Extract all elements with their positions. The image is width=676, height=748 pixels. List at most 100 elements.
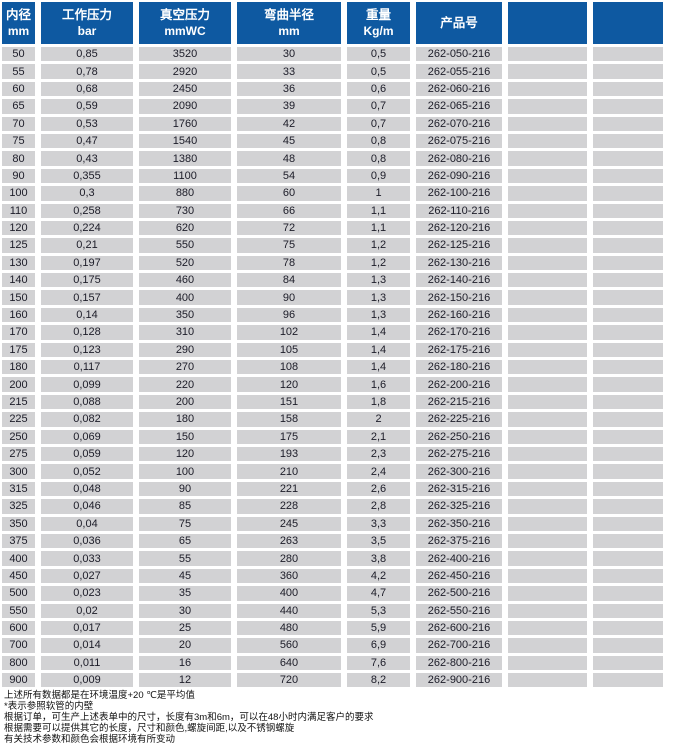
- header-weight: 重量 Kg/m: [347, 2, 410, 44]
- table-cell: 80: [2, 151, 35, 166]
- table-cell: 66: [237, 203, 341, 218]
- table-cell: [593, 603, 663, 618]
- table-cell: 140: [2, 273, 35, 288]
- table-cell: 262-170-216: [416, 325, 502, 340]
- table-cell: 1,1: [347, 203, 410, 218]
- table-cell: 5,9: [347, 620, 410, 636]
- table-cell: [593, 99, 663, 114]
- table-cell: 0,43: [41, 151, 133, 166]
- table-cell: [593, 116, 663, 131]
- table-cell: 100: [139, 464, 231, 479]
- table-row: 600 0,017 25 480 5,9 262-600-216: [2, 620, 663, 636]
- table-cell: 262-120-216: [416, 220, 502, 236]
- table-cell: [593, 551, 663, 566]
- table-cell: [508, 342, 587, 358]
- table-cell: 200: [2, 377, 35, 392]
- table-cell: 158: [237, 412, 341, 427]
- table-cell: 262-250-216: [416, 429, 502, 444]
- table-row: 225 0,082 180 158 2 262-225-216: [2, 412, 663, 427]
- table-cell: [508, 620, 587, 636]
- table-cell: 350: [139, 307, 231, 323]
- table-cell: 70: [2, 116, 35, 131]
- table-cell: [508, 551, 587, 566]
- table-cell: [593, 238, 663, 253]
- table-cell: [593, 133, 663, 149]
- table-cell: 262-090-216: [416, 168, 502, 184]
- table-cell: [593, 412, 663, 427]
- table-cell: 250: [2, 429, 35, 444]
- table-cell: 0,7: [347, 116, 410, 131]
- table-row: 55 0,78 2920 33 0,5 262-055-216: [2, 64, 663, 79]
- table-cell: [593, 203, 663, 218]
- table-cell: [508, 377, 587, 392]
- table-cell: 360: [237, 568, 341, 584]
- table-cell: 730: [139, 203, 231, 218]
- footnotes: 上述所有数据都是在环境温度+20 ℃是平均值 *表示参照软管的内壁 根据订单，可…: [4, 691, 676, 745]
- table-cell: 262-200-216: [416, 377, 502, 392]
- table-cell: 0,78: [41, 64, 133, 79]
- table-cell: [593, 186, 663, 201]
- table-cell: 300: [2, 464, 35, 479]
- table-cell: [508, 203, 587, 218]
- table-cell: 245: [237, 516, 341, 531]
- table-row: 500 0,023 35 400 4,7 262-500-216: [2, 586, 663, 601]
- table-cell: [593, 360, 663, 375]
- table-row: 700 0,014 20 560 6,9 262-700-216: [2, 638, 663, 653]
- table-cell: 0,14: [41, 307, 133, 323]
- table-cell: [593, 516, 663, 531]
- table-cell: 0,059: [41, 446, 133, 462]
- table-cell: 375: [2, 533, 35, 549]
- table-cell: 2,3: [347, 446, 410, 462]
- table-cell: 262-700-216: [416, 638, 502, 653]
- table-cell: 262-070-216: [416, 116, 502, 131]
- table-cell: 0,04: [41, 516, 133, 531]
- footnote-line: 上述所有数据都是在环境温度+20 ℃是平均值: [4, 690, 195, 702]
- table-cell: 560: [237, 638, 341, 653]
- table-cell: 700: [2, 638, 35, 653]
- table-cell: 0,046: [41, 499, 133, 514]
- table-cell: [508, 586, 587, 601]
- table-cell: 0,128: [41, 325, 133, 340]
- table-row: 550 0,02 30 440 5,3 262-550-216: [2, 603, 663, 618]
- table-cell: 2450: [139, 81, 231, 97]
- table-row: 130 0,197 520 78 1,2 262-130-216: [2, 255, 663, 271]
- table-cell: 262-225-216: [416, 412, 502, 427]
- table-cell: 0,5: [347, 64, 410, 79]
- table-cell: 262-140-216: [416, 273, 502, 288]
- table-cell: 75: [139, 516, 231, 531]
- table-cell: 108: [237, 360, 341, 375]
- table-cell: 1,8: [347, 394, 410, 410]
- table-cell: 55: [139, 551, 231, 566]
- table-cell: 460: [139, 273, 231, 288]
- table-cell: 25: [139, 620, 231, 636]
- table-cell: 0,7: [347, 99, 410, 114]
- table-cell: 262-550-216: [416, 603, 502, 618]
- table-cell: 0,099: [41, 377, 133, 392]
- table-cell: 500: [2, 586, 35, 601]
- table-cell: [508, 64, 587, 79]
- table-cell: 0,082: [41, 412, 133, 427]
- table-cell: 520: [139, 255, 231, 271]
- table-cell: 800: [2, 655, 35, 671]
- table-cell: 39: [237, 99, 341, 114]
- table-cell: 0,5: [347, 47, 410, 62]
- table-cell: 262-600-216: [416, 620, 502, 636]
- table-cell: 0,011: [41, 655, 133, 671]
- table-cell: 262-160-216: [416, 307, 502, 323]
- table-cell: 275: [2, 446, 35, 462]
- table-cell: 0,85: [41, 47, 133, 62]
- table-cell: [593, 394, 663, 410]
- table-row: 180 0,117 270 108 1,4 262-180-216: [2, 360, 663, 375]
- table-cell: 220: [139, 377, 231, 392]
- table-cell: [508, 116, 587, 131]
- table-row: 215 0,088 200 151 1,8 262-215-216: [2, 394, 663, 410]
- table-cell: 6,9: [347, 638, 410, 653]
- table-cell: 3,8: [347, 551, 410, 566]
- table-row: 90 0,355 1100 54 0,9 262-090-216: [2, 168, 663, 184]
- table-cell: 36: [237, 81, 341, 97]
- table-cell: [593, 342, 663, 358]
- table-row: 275 0,059 120 193 2,3 262-275-216: [2, 446, 663, 462]
- table-cell: 65: [2, 99, 35, 114]
- table-cell: 0,3: [41, 186, 133, 201]
- table-cell: 0,47: [41, 133, 133, 149]
